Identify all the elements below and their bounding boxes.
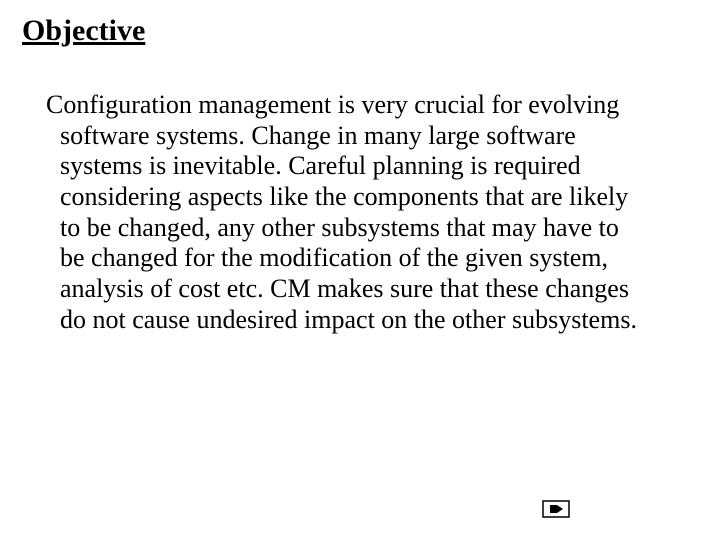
section-heading: Objective <box>22 14 145 48</box>
next-slide-icon[interactable] <box>542 500 570 518</box>
body-paragraph: Configuration management is very crucial… <box>46 90 642 335</box>
nav-icon-square <box>550 505 557 513</box>
